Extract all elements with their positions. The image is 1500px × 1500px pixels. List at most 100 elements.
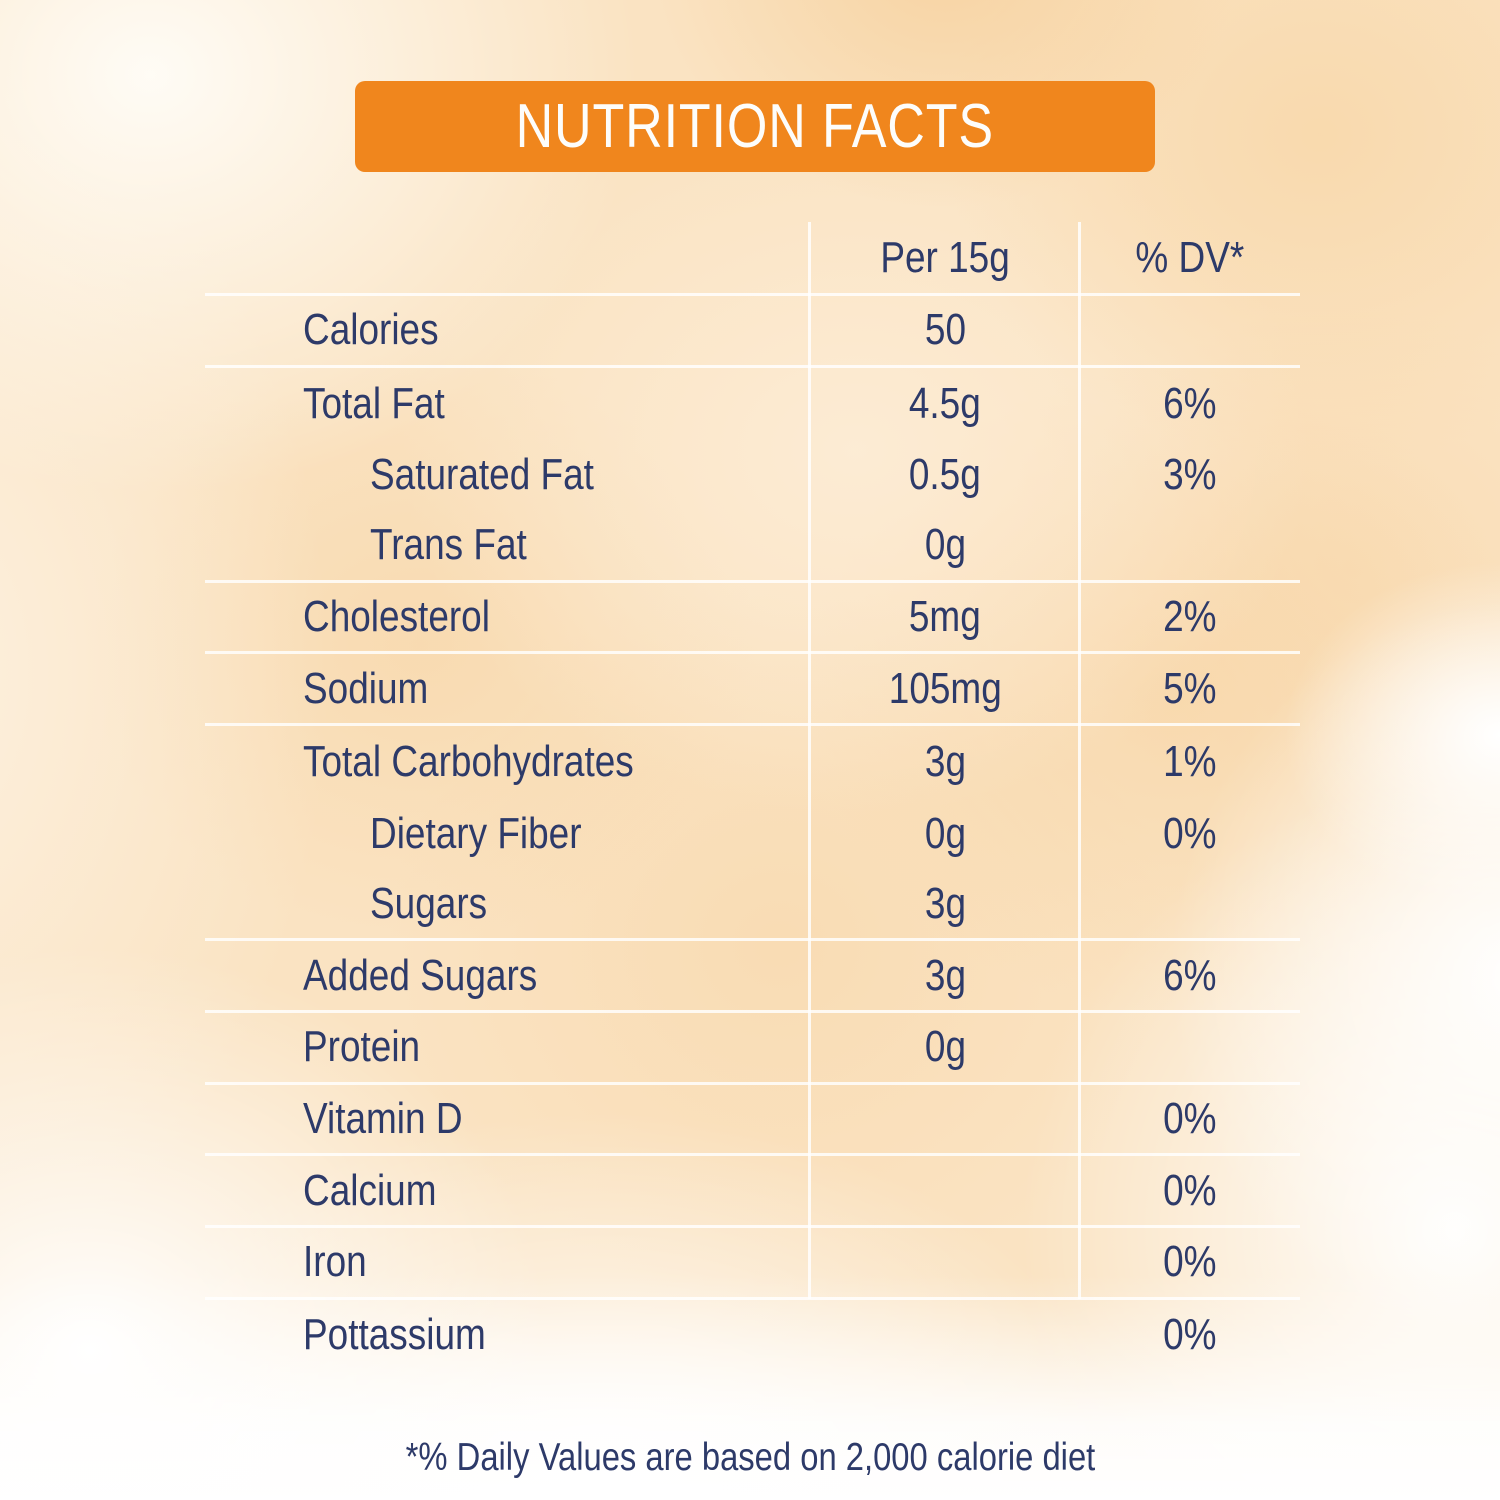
table-row: Total Carbohydrates 3g 1% <box>205 726 1300 798</box>
amount-value: 0.5g <box>909 450 981 500</box>
amount-value: 3g <box>924 950 966 1000</box>
nutrient-label: Total Fat <box>303 378 445 428</box>
table-row: Calcium 0% <box>205 1156 1300 1228</box>
nutrient-label: Dietary Fiber <box>370 808 582 858</box>
nutrient-label-cell: Trans Fat <box>205 523 810 567</box>
amount-cell: 5mg <box>810 595 1080 639</box>
daily-value: 0% <box>1163 1093 1217 1143</box>
daily-value-cell: 2% <box>1080 595 1300 639</box>
nutrient-label: Iron <box>303 1237 367 1287</box>
amount-cell: 0g <box>810 523 1080 567</box>
table-row: Total Fat 4.5g 6% <box>205 368 1300 440</box>
nutrient-label-cell: Total Fat <box>205 378 810 428</box>
amount-cell: 3g <box>810 878 1080 928</box>
nutrient-label: Trans Fat <box>370 520 527 570</box>
nutrient-label: Cholesterol <box>303 592 490 642</box>
table-row: Added Sugars 3g 6% <box>205 941 1300 1013</box>
nutrient-label: Sugars <box>370 878 488 928</box>
nutrient-label: Added Sugars <box>303 950 538 1000</box>
amount-value: 3g <box>924 878 966 928</box>
nutrient-label-cell: Sodium <box>205 663 810 713</box>
amount-value: 4.5g <box>909 378 981 428</box>
nutrient-label: Protein <box>303 1022 421 1072</box>
daily-value-cell: 0% <box>1080 808 1300 858</box>
table-row: Sodium 105mg 5% <box>205 654 1300 727</box>
daily-value: 6% <box>1163 378 1217 428</box>
title-banner: NUTRITION FACTS <box>355 81 1155 172</box>
nutrient-label-cell: Calories <box>205 308 810 352</box>
amount-value: 5mg <box>909 592 981 642</box>
daily-value: 5% <box>1163 663 1217 713</box>
amount-cell: 105mg <box>810 663 1080 713</box>
nutrient-label-cell: Calcium <box>205 1165 810 1215</box>
column-divider-amount <box>808 222 811 1299</box>
nutrient-label-cell: Cholesterol <box>205 595 810 639</box>
table-row: Iron 0% <box>205 1228 1300 1300</box>
daily-value: 1% <box>1163 736 1217 786</box>
table-row: Pottassium 0% <box>205 1300 1300 1372</box>
nutrient-label-cell: Dietary Fiber <box>205 808 810 858</box>
daily-value: 0% <box>1163 808 1217 858</box>
daily-value-cell: 3% <box>1080 453 1300 497</box>
amount-value: 3g <box>924 736 966 786</box>
table-row: Cholesterol 5mg 2% <box>205 583 1300 655</box>
nutrient-label: Saturated Fat <box>370 450 594 500</box>
nutrient-label: Calcium <box>303 1165 437 1215</box>
footnote-text: *% Daily Values are based on 2,000 calor… <box>405 1436 1095 1479</box>
daily-value-cell: 0% <box>1080 1165 1300 1215</box>
amount-cell: 0g <box>810 1025 1080 1069</box>
nutrient-label-cell: Total Carbohydrates <box>205 736 810 786</box>
daily-value: 0% <box>1163 1310 1217 1360</box>
daily-value-cell: 6% <box>1080 950 1300 1000</box>
amount-cell: 3g <box>810 950 1080 1000</box>
amount-value: 50 <box>924 305 966 355</box>
amount-cell: 4.5g <box>810 378 1080 428</box>
nutrient-label: Vitamin D <box>303 1093 463 1143</box>
table-row: Trans Fat 0g <box>205 511 1300 583</box>
nutrient-label-cell: Pottassium <box>205 1313 810 1357</box>
table-row: Sugars 3g <box>205 870 1300 942</box>
column-header-amount: Per 15g <box>880 232 1010 282</box>
daily-value: 0% <box>1163 1165 1217 1215</box>
amount-cell: 3g <box>810 736 1080 786</box>
amount-cell: 50 <box>810 308 1080 352</box>
daily-value-cell: 6% <box>1080 378 1300 428</box>
daily-value-cell: 0% <box>1080 1240 1300 1284</box>
table-row: Vitamin D 0% <box>205 1085 1300 1157</box>
amount-cell: 0g <box>810 808 1080 858</box>
table-header-row: Per 15g % DV* <box>205 222 1300 296</box>
nutrient-label-cell: Saturated Fat <box>205 453 810 497</box>
header-cell-dv: % DV* <box>1080 232 1300 282</box>
footnote: *% Daily Values are based on 2,000 calor… <box>0 1436 1500 1480</box>
daily-value-cell: 5% <box>1080 663 1300 713</box>
daily-value-cell: 0% <box>1080 1093 1300 1143</box>
daily-value: 0% <box>1163 1237 1217 1287</box>
nutrient-label: Sodium <box>303 663 429 713</box>
nutrient-label-cell: Vitamin D <box>205 1093 810 1143</box>
daily-value-cell: 1% <box>1080 736 1300 786</box>
nutrient-label-cell: Protein <box>205 1025 810 1069</box>
daily-value: 3% <box>1163 450 1217 500</box>
table-row: Protein 0g <box>205 1013 1300 1085</box>
table-body: Calories 50 Total Fat 4.5g 6% Saturated Fat 0.… <box>205 296 1300 1371</box>
column-divider-dv <box>1078 222 1081 1299</box>
header-cell-amount: Per 15g <box>810 232 1080 282</box>
table-row: Saturated Fat 0.5g 3% <box>205 439 1300 511</box>
nutrient-label-cell: Iron <box>205 1240 810 1284</box>
table-row: Dietary Fiber 0g 0% <box>205 798 1300 870</box>
amount-value: 0g <box>924 808 966 858</box>
nutrient-label-cell: Added Sugars <box>205 950 810 1000</box>
nutrient-label-cell: Sugars <box>205 878 810 928</box>
table-row: Calories 50 <box>205 296 1300 368</box>
nutrient-label: Pottassium <box>303 1310 486 1360</box>
nutrient-label: Calories <box>303 305 439 355</box>
daily-value: 6% <box>1163 950 1217 1000</box>
nutrient-label: Total Carbohydrates <box>303 736 634 786</box>
daily-value: 2% <box>1163 592 1217 642</box>
daily-value-cell: 0% <box>1080 1313 1300 1357</box>
amount-value: 105mg <box>888 663 1002 713</box>
nutrition-table: Per 15g % DV* Calories 50 Total Fat 4.5g 6% S… <box>205 222 1300 1371</box>
column-header-dv: % DV* <box>1135 232 1245 282</box>
